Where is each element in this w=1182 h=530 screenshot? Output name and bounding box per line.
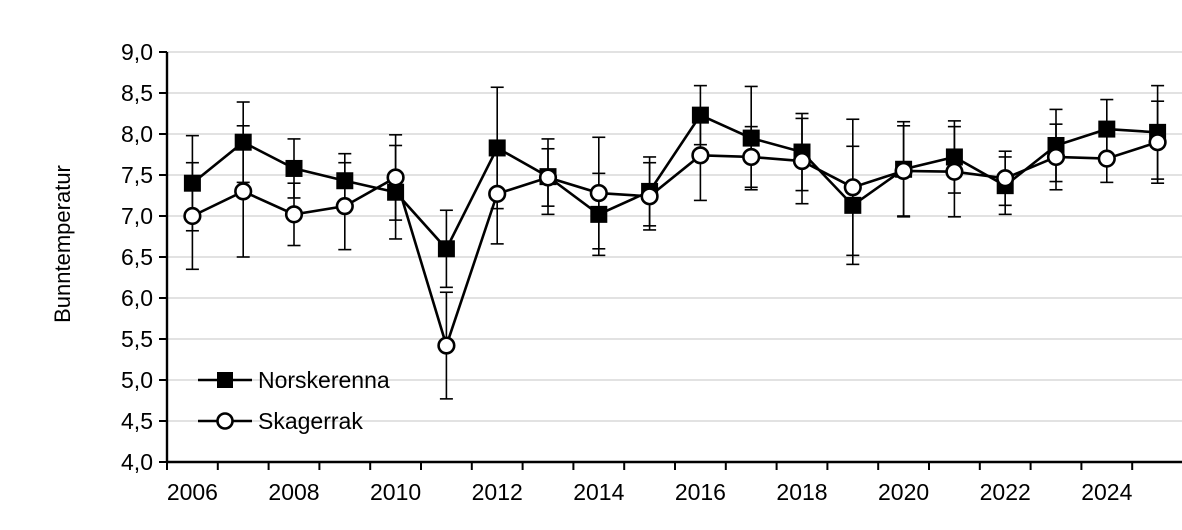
data-point-marker-skagerrak [894,161,913,180]
data-point-marker-skagerrak [742,147,761,167]
data-point-marker-norskerenna [691,106,709,124]
bottom-temperature-chart-figure: 4,0 4,5 5,0 5,5 6,0 6,5 7,0 7,5 8,0 8,5 9,0 2006 200… [40,16,1182,514]
x-tick-label: 2010 [370,479,421,505]
legend-marker-filled-square-icon [217,372,233,388]
y-tick-label: 8,5 [121,80,153,106]
data-point-marker-norskerenna [590,205,608,223]
data-point-marker-norskerenna [234,133,252,151]
data-point-marker-skagerrak [945,162,964,181]
y-tick-label: 9,0 [121,39,153,65]
data-point-marker-norskerenna [1098,120,1116,138]
data-point-marker-skagerrak [538,168,558,187]
y-tick-label: 4,0 [121,449,153,475]
x-tick-label: 2018 [776,479,827,505]
data-point-marker-norskerenna [387,183,405,201]
data-point-marker-norskerenna [742,129,760,147]
x-tick-label: 2014 [573,479,624,505]
data-point-marker-skagerrak [640,187,659,206]
y-tick-label: 6,5 [121,244,153,270]
y-tick-label: 5,0 [121,367,153,393]
data-point-marker-norskerenna [437,240,455,258]
y-axis-title: Bunntemperatur [50,165,75,323]
data-point-marker-skagerrak [996,169,1015,188]
x-tick-label: 2024 [1081,479,1132,505]
chart-background [40,16,1182,514]
data-point-marker-skagerrak [1046,147,1066,167]
data-point-marker-norskerenna [844,196,862,214]
data-point-marker-skagerrak [234,182,253,201]
bottom-temperature-line-chart: 4,0 4,5 5,0 5,5 6,0 6,5 7,0 7,5 8,0 8,5 9,0 2006 200… [40,16,1182,514]
y-tick-label: 6,0 [121,285,153,311]
data-point-marker-skagerrak [1148,133,1167,152]
data-point-marker-norskerenna [945,148,963,166]
data-point-marker-norskerenna [336,172,354,190]
data-point-marker-norskerenna [488,139,506,157]
x-tick-label: 2012 [472,479,523,505]
data-point-marker-skagerrak [183,206,202,226]
x-tick-label: 2022 [980,479,1031,505]
data-point-marker-skagerrak [792,151,812,171]
y-tick-label: 5,5 [121,326,153,352]
legend-label: Norskerenna [258,367,390,393]
data-point-marker-skagerrak [1097,149,1116,168]
data-point-marker-skagerrak [843,178,862,197]
x-tick-label: 2008 [268,479,319,505]
legend-marker-open-circle-icon [216,412,234,430]
data-point-marker-skagerrak [284,205,304,224]
data-point-marker-skagerrak [488,184,507,203]
y-tick-label: 4,5 [121,408,153,434]
data-point-marker-skagerrak [589,183,608,203]
legend-item-skagerrak: Skagerrak [198,408,363,434]
data-point-marker-skagerrak [335,197,354,216]
x-tick-label: 2016 [675,479,726,505]
y-tick-label: 7,5 [121,162,153,188]
legend-item-norskerenna: Norskerenna [198,367,390,393]
x-tick-label: 2006 [167,479,218,505]
y-tick-label: 8,0 [121,121,153,147]
data-point-marker-norskerenna [183,174,201,192]
legend-label: Skagerrak [258,408,363,434]
y-tick-label: 7,0 [121,203,153,229]
data-point-marker-skagerrak [437,336,456,355]
x-tick-label: 2020 [878,479,929,505]
data-point-marker-skagerrak [386,168,405,187]
data-point-marker-norskerenna [285,159,303,177]
data-point-marker-skagerrak [691,146,710,165]
